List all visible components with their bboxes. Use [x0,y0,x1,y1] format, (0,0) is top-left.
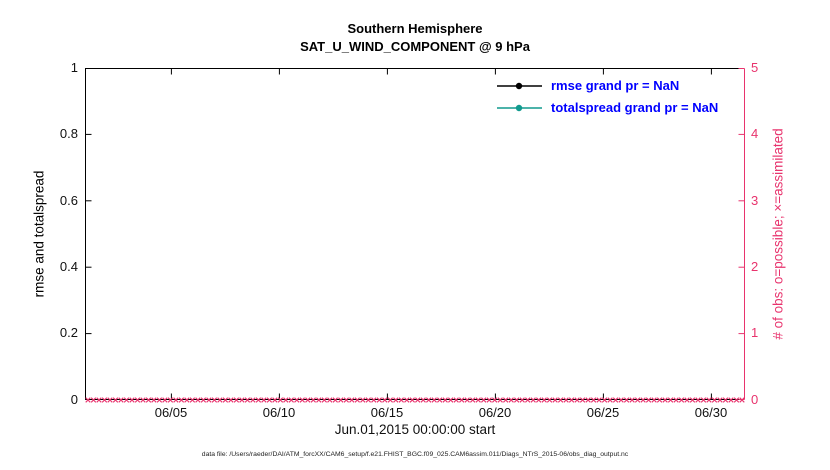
y-tick-label-left: 0.6 [59,193,78,208]
y-tick-label-left: 0 [70,392,78,407]
left-axis-label: rmse and totalspread [31,170,47,298]
x-ticks-top [170,68,712,75]
y-tick-label-right: 4 [751,126,759,141]
chart-subtitle: SAT_U_WIND_COMPONENT @ 9 hPa [300,39,530,54]
x-tick-label: 06/05 [154,405,188,420]
y-tick-label-left: 0.8 [59,126,78,141]
y-tick-label-right: 3 [751,193,759,208]
x-tick-label: 06/20 [478,405,512,420]
plot-area [85,68,745,403]
x-tick-label: 06/25 [586,405,620,420]
plot-canvas [85,68,745,403]
x-tick-label: 06/30 [694,405,728,420]
chart-title: Southern Hemisphere [347,21,483,36]
rmse-line-sample-icon [497,82,542,89]
y-ticks-left [85,68,92,400]
y-tick-label-left: 0.2 [59,325,78,340]
y-ticks-right [738,68,745,400]
y-tick-label-left: 0.4 [59,259,78,274]
legend-label-rmse: rmse grand pr = NaN [551,78,680,93]
right-axis-label: # of obs: o=possible; ×=assimilated [770,128,786,340]
y-tick-label-right: 5 [751,60,759,75]
x-tick-label: 06/15 [370,405,404,420]
x-axis-label: Jun.01,2015 00:00:00 start [334,422,496,437]
obs-marker-row [85,397,745,403]
y-tick-label-right: 0 [751,392,759,407]
totalspread-line-sample-icon [497,104,542,111]
legend: rmse grand pr = NaN totalspread grand pr… [496,77,718,121]
legend-label-totalspread: totalspread grand pr = NaN [551,100,719,115]
legend-item-totalspread: totalspread grand pr = NaN [496,99,718,116]
data-file-caption: data file: /Users/raeder/DAI/ATM_forcXX/… [201,451,629,458]
legend-item-rmse: rmse grand pr = NaN [496,77,718,94]
y-tick-label-right: 1 [751,325,759,340]
y-tick-label-left: 1 [70,60,78,75]
axis-box-black [85,68,745,400]
y-tick-label-right: 2 [751,259,759,274]
x-tick-label: 06/10 [262,405,296,420]
